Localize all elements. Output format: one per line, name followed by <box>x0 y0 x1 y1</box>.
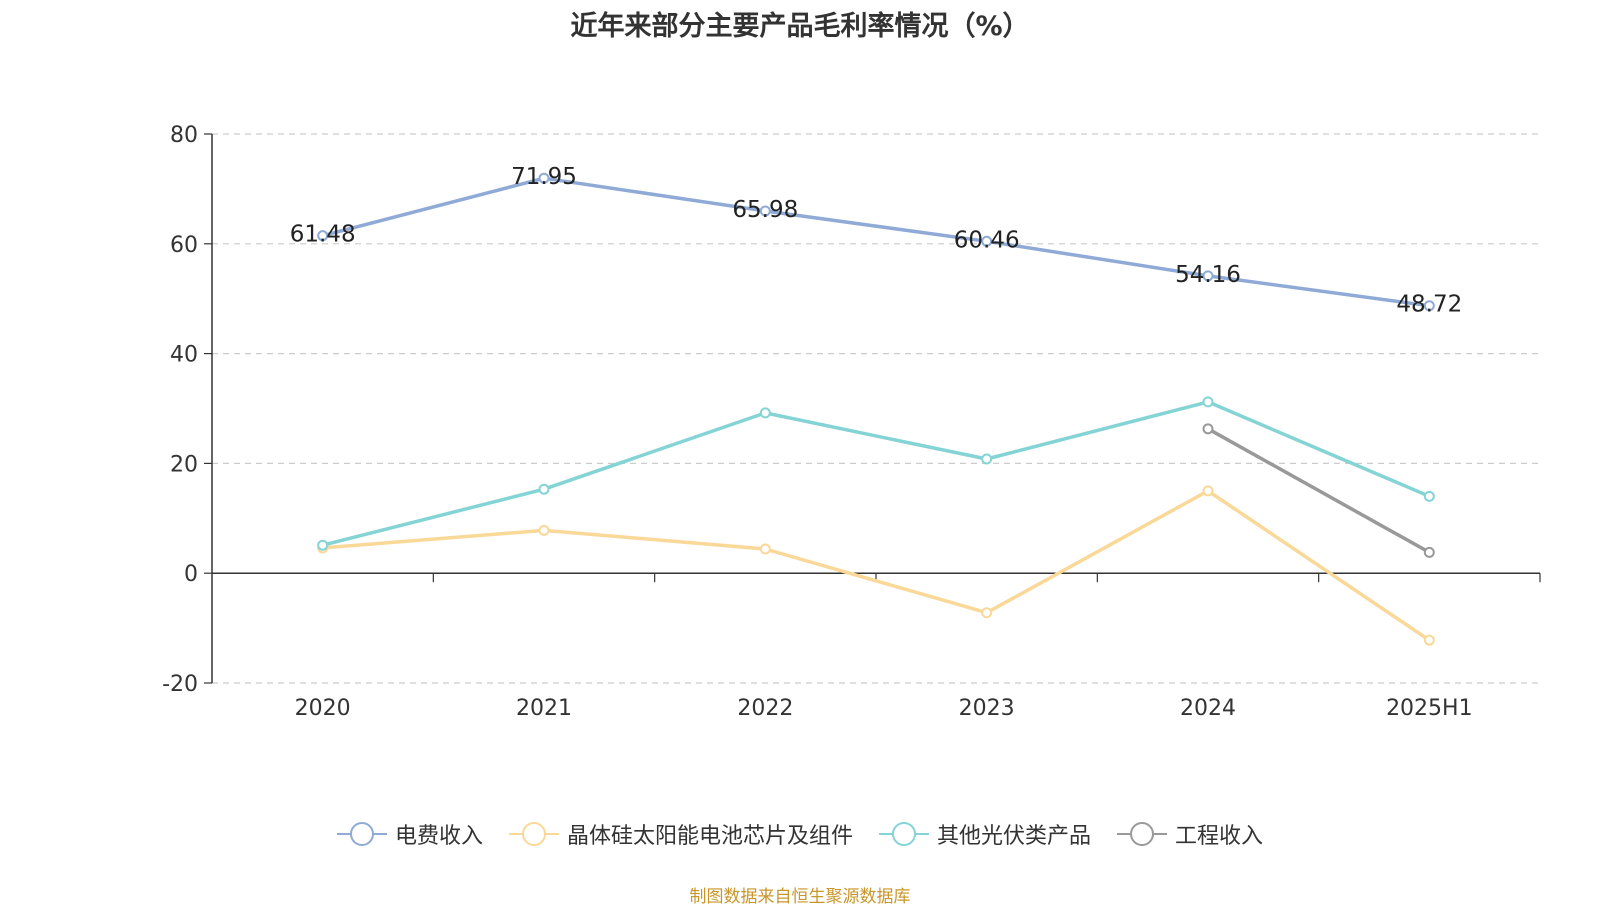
data-point <box>759 407 771 419</box>
legend-item[interactable]: 其他光伏类产品 <box>879 818 1091 850</box>
y-tick-label: 0 <box>184 562 198 587</box>
data-label: 54.16 <box>1175 262 1241 288</box>
grid-lines <box>212 133 1540 684</box>
data-point <box>1202 485 1214 497</box>
x-tick-label: 2024 <box>1180 696 1236 721</box>
data-label: 71.95 <box>511 164 577 190</box>
data-point <box>1423 490 1435 502</box>
data-point <box>1202 270 1214 282</box>
data-point <box>759 205 771 217</box>
data-label: 61.48 <box>290 222 356 248</box>
legend-swatch-icon <box>1117 821 1168 847</box>
data-point <box>1423 634 1435 646</box>
data-point <box>317 539 329 551</box>
y-tick-label: 20 <box>170 452 198 477</box>
data-point <box>1423 300 1435 312</box>
data-point <box>538 524 550 536</box>
x-tick-label: 2023 <box>959 696 1015 721</box>
legend-item[interactable]: 电费收入 <box>336 818 483 850</box>
data-point <box>759 543 771 555</box>
series-lines <box>317 172 1435 646</box>
legend-item[interactable]: 晶体硅太阳能电池芯片及组件 <box>508 818 853 850</box>
data-label: 48.72 <box>1396 292 1462 318</box>
x-tick-label: 2022 <box>737 696 793 721</box>
x-tick-label: 2020 <box>295 696 351 721</box>
data-point <box>981 235 993 247</box>
chart-title: 近年来部分主要产品毛利率情况（%） <box>570 11 1030 42</box>
series-line <box>1207 427 1431 554</box>
data-label: 65.98 <box>732 197 798 223</box>
y-tick-label: 80 <box>170 123 198 148</box>
data-point <box>1202 396 1214 408</box>
data-point <box>1202 423 1214 435</box>
legend-label: 其他光伏类产品 <box>937 824 1092 849</box>
legend-swatch-icon <box>879 821 929 847</box>
line-chart: -20 0 20 40 60 80 2020 2021 2022 2023 2024 2025H1 6… <box>162 123 1541 721</box>
legend-swatch-icon <box>508 821 559 847</box>
data-point <box>538 483 550 495</box>
legend-label: 工程收入 <box>1175 824 1264 849</box>
source-note: 制图数据来自恒生聚源数据库 <box>689 887 911 907</box>
data-point <box>981 607 993 619</box>
legend: 电费收入 晶体硅太阳能电池芯片及组件 其他光伏类产品 工程收入 <box>0 818 1600 850</box>
x-tick-label: 2025H1 <box>1386 696 1473 721</box>
axes: -20 0 20 40 60 80 2020 2021 2022 2023 2024 2025H1 <box>162 123 1541 721</box>
legend-swatch-icon <box>336 821 387 847</box>
data-labels: 61.48 71.95 65.98 60.46 54.16 48.72 <box>290 164 1463 318</box>
y-tick-label: 40 <box>170 343 198 368</box>
data-point <box>317 230 329 242</box>
data-point <box>981 453 993 465</box>
y-tick-label: 60 <box>170 233 198 258</box>
legend-item[interactable]: 工程收入 <box>1117 818 1263 850</box>
data-point <box>538 172 550 184</box>
data-label: 60.46 <box>954 227 1020 253</box>
data-point <box>1423 546 1435 558</box>
legend-label: 晶体硅太阳能电池芯片及组件 <box>566 824 853 849</box>
series-line <box>322 176 1430 308</box>
y-tick-label: -20 <box>162 672 198 697</box>
series-line <box>322 400 1430 547</box>
legend-label: 电费收入 <box>394 824 483 849</box>
series-line <box>322 489 1431 642</box>
x-tick-label: 2021 <box>516 696 572 721</box>
